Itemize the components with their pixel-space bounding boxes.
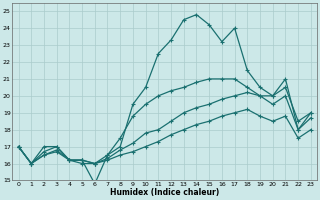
X-axis label: Humidex (Indice chaleur): Humidex (Indice chaleur) (110, 188, 219, 197)
